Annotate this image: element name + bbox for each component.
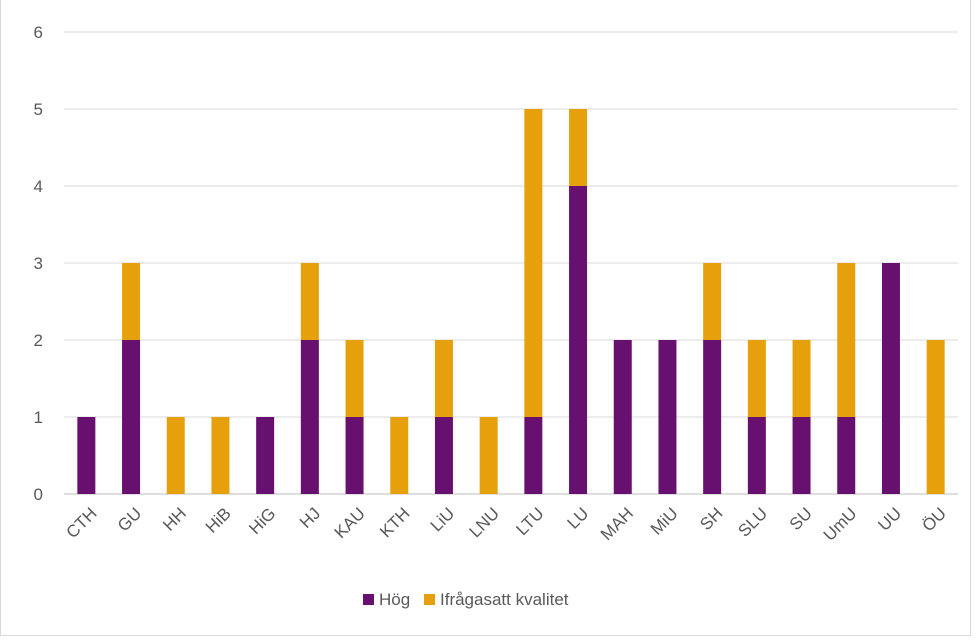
legend-swatch-hog	[363, 594, 374, 605]
x-tick-label: LTU	[512, 504, 547, 539]
gridlines	[64, 31, 958, 495]
x-tick-label: SLU	[734, 504, 771, 541]
bar-SH-hog	[703, 340, 722, 494]
bar-UmU-hog	[837, 417, 856, 494]
legend-swatch-ifragasatt	[424, 594, 435, 605]
bar-KTH-ifragasatt	[390, 417, 409, 494]
y-axis-ticks: 0 1 2 3 4 5 6	[34, 23, 43, 504]
bar-MAH-hog	[613, 340, 632, 494]
bar-LTU-hog	[524, 417, 543, 494]
y-tick-label: 1	[34, 408, 43, 427]
bar-HH-ifragasatt	[166, 417, 185, 494]
bar-SH-ifragasatt	[703, 263, 722, 340]
x-tick-label: HJ	[296, 504, 324, 532]
x-tick-label: SH	[696, 504, 726, 534]
x-tick-label: CTH	[63, 504, 101, 542]
bar-SLU-ifragasatt	[747, 340, 766, 417]
bar-LU-hog	[569, 186, 588, 494]
x-tick-label: MiU	[647, 504, 682, 539]
bar-LNU-ifragasatt	[479, 417, 498, 494]
y-tick-label: 5	[34, 100, 43, 119]
x-tick-label: LNU	[465, 504, 502, 541]
bar-LiU-ifragasatt	[434, 340, 453, 417]
bar-KAU-hog	[345, 417, 364, 494]
x-tick-label: UU	[874, 504, 905, 535]
legend-label-hog: Hög	[379, 590, 410, 609]
bar-UU-hog	[881, 263, 900, 494]
bar-SU-ifragasatt	[792, 340, 811, 417]
x-tick-label: UmU	[820, 504, 861, 545]
y-tick-label: 4	[34, 177, 43, 196]
y-tick-label: 6	[34, 23, 43, 42]
y-tick-label: 2	[34, 331, 43, 350]
bar-SLU-hog	[747, 417, 766, 494]
y-tick-label: 3	[34, 254, 43, 273]
legend-label-ifragasatt: Ifrågasatt kvalitet	[440, 590, 569, 609]
y-tick-label: 0	[34, 485, 43, 504]
bar-UmU-ifragasatt	[837, 263, 856, 417]
bar-SU-hog	[792, 417, 811, 494]
bar-HiG-hog	[256, 417, 275, 494]
bar-HJ-ifragasatt	[300, 263, 319, 340]
bar-MiU-hog	[658, 340, 677, 494]
x-tick-label: ÖU	[918, 504, 949, 535]
legend: Hög Ifrågasatt kvalitet	[363, 590, 569, 609]
bar-GU-hog	[122, 340, 141, 494]
bar-HJ-hog	[300, 340, 319, 494]
x-axis-ticks: CTH GU HH HiB HiG HJ KAU KTH LiU LNU LTU LU MAH MiU SH…	[63, 504, 950, 545]
x-tick-label: KTH	[376, 504, 413, 541]
x-tick-label: KAU	[331, 504, 369, 542]
bar-ÖU-ifragasatt	[926, 340, 945, 494]
bar-CTH-hog	[77, 417, 96, 494]
bar-LiU-hog	[434, 417, 453, 494]
x-tick-label: MAH	[597, 504, 637, 544]
x-tick-label: LU	[564, 504, 593, 533]
bars	[77, 109, 945, 494]
x-tick-label: HiG	[245, 504, 279, 538]
bar-HiB-ifragasatt	[211, 417, 230, 494]
x-tick-label: HH	[159, 504, 190, 535]
bar-LTU-ifragasatt	[524, 109, 543, 417]
bar-KAU-ifragasatt	[345, 340, 364, 417]
x-tick-label: GU	[114, 504, 145, 535]
bar-GU-ifragasatt	[122, 263, 141, 340]
x-tick-label: LiU	[427, 504, 458, 535]
x-tick-label: HiB	[202, 504, 235, 537]
x-tick-label: SU	[786, 504, 816, 534]
bar-LU-ifragasatt	[569, 109, 588, 186]
